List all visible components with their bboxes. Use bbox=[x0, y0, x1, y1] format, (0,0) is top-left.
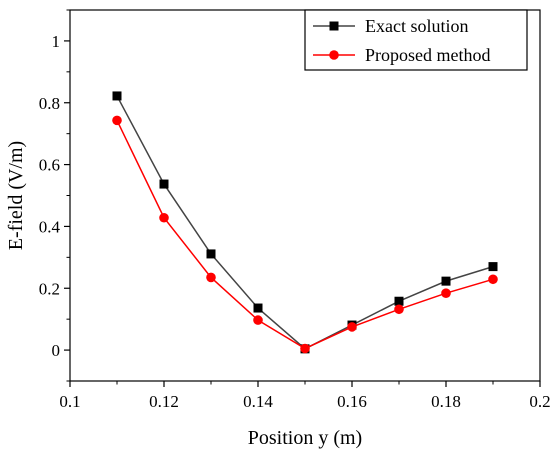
data-point bbox=[394, 304, 404, 315]
data-point bbox=[347, 322, 357, 332]
legend-marker bbox=[329, 50, 339, 60]
data-point bbox=[488, 262, 498, 272]
legend-item: Proposed method bbox=[313, 45, 491, 65]
x-tick-label: 0.2 bbox=[529, 392, 550, 411]
y-tick-label: 0.6 bbox=[39, 156, 60, 175]
y-tick-label: 0.2 bbox=[39, 279, 60, 298]
data-point bbox=[112, 115, 122, 126]
y-axis: 0 0.2 0.4 0.6 0.8 1 bbox=[39, 9, 70, 382]
data-point bbox=[300, 343, 310, 354]
data-point bbox=[441, 288, 451, 298]
series-2 bbox=[112, 115, 498, 354]
series-1 bbox=[112, 91, 498, 354]
data-point bbox=[488, 274, 498, 285]
y-tick-label: 0 bbox=[52, 341, 61, 360]
x-tick-label: 0.18 bbox=[431, 392, 461, 411]
series-group bbox=[112, 91, 498, 354]
data-point bbox=[253, 315, 263, 325]
x-tick-label: 0.1 bbox=[59, 392, 80, 411]
data-point bbox=[159, 212, 169, 223]
y-tick-label: 0.4 bbox=[39, 217, 61, 236]
legend-box bbox=[304, 9, 528, 71]
series-line bbox=[116, 120, 494, 350]
legend: Exact solution Proposed method bbox=[304, 9, 528, 71]
data-point bbox=[206, 249, 216, 259]
legend-marker bbox=[329, 21, 339, 31]
data-point bbox=[206, 272, 216, 283]
data-point bbox=[253, 303, 263, 313]
series-line bbox=[116, 95, 494, 350]
legend-label: Proposed method bbox=[365, 45, 491, 65]
x-tick-label: 0.12 bbox=[149, 392, 179, 411]
y-tick-label: 0.8 bbox=[39, 94, 60, 113]
data-point bbox=[441, 276, 451, 286]
x-axis-label: Position y (m) bbox=[248, 427, 362, 449]
data-point bbox=[159, 179, 169, 189]
legend-item: Exact solution bbox=[313, 16, 468, 36]
data-point bbox=[112, 91, 122, 101]
x-axis: 0.1 0.12 0.14 0.16 0.18 0.2 bbox=[59, 381, 550, 411]
x-tick-label: 0.16 bbox=[337, 392, 367, 411]
y-axis-label: E-field (V/m) bbox=[5, 141, 27, 250]
x-tick-label: 0.14 bbox=[243, 392, 273, 411]
data-point bbox=[394, 296, 404, 306]
y-tick-label: 1 bbox=[52, 32, 61, 51]
legend-label: Exact solution bbox=[365, 16, 468, 36]
